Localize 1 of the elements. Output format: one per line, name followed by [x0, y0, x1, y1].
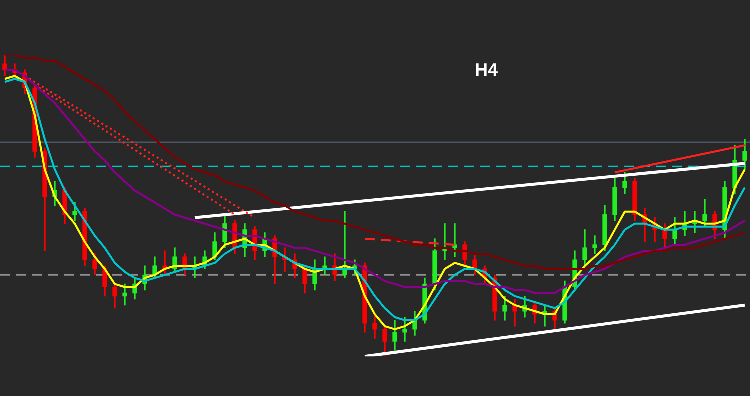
chart-title: H4	[475, 60, 498, 81]
